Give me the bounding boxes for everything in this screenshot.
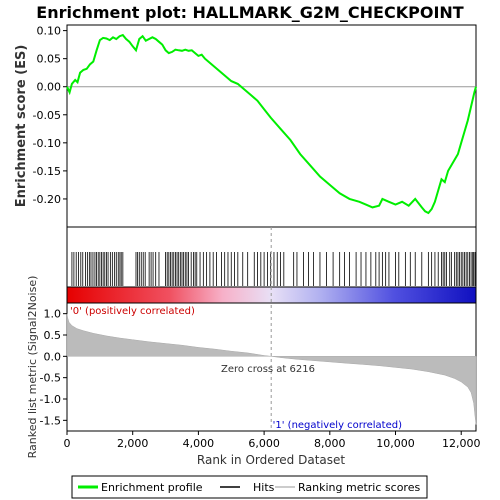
es-panel: 0.10 0.05 0.00 -0.05 -0.10 -0.15 -0.20 Enrichm… [14, 24, 477, 228]
es-y-tick-label: -0.20 [33, 193, 61, 206]
metric-panel: 1.0 0.5 0.0 -0.5 -1.0 -1.5 0 2,000 4,000 6,000 8,… [26, 227, 480, 467]
metric-y-tick-label: 0.0 [44, 350, 62, 363]
legend-profile-label: Enrichment profile [101, 481, 203, 494]
x-tick-label: 6,000 [248, 437, 280, 450]
x-axis-label: Rank in Ordered Dataset [197, 453, 345, 467]
es-panel-frame [66, 24, 477, 228]
x-tick-label: 4,000 [183, 437, 215, 450]
es-y-tick-label: -0.10 [33, 137, 61, 150]
metric-y-tick-label: -1.5 [40, 414, 61, 427]
enrichment-profile-line [66, 33, 477, 215]
es-y-axis-label: Enrichment score (ES) [14, 45, 29, 208]
zero-cross-label: Zero cross at 6216 [221, 364, 315, 375]
x-tick-label: 10,000 [376, 437, 415, 450]
x-tick-label: 0 [64, 437, 71, 450]
chart-title: Enrichment plot: HALLMARK_G2M_CHECKPOINT [36, 3, 464, 22]
metric-y-tick-label: -0.5 [40, 372, 61, 385]
legend-hits-label: Hits [253, 481, 275, 494]
es-y-axis: 0.10 0.05 0.00 -0.05 -0.10 -0.15 -0.20 [33, 25, 67, 206]
metric-y-tick-label: 0.5 [44, 329, 62, 342]
metric-y-tick-label: 1.0 [44, 308, 62, 321]
hits-panel [66, 226, 477, 288]
es-y-tick-label: 0.05 [37, 53, 62, 66]
metric-y-axis: 1.0 0.5 0.0 -0.5 -1.0 -1.5 [40, 308, 67, 427]
es-y-tick-label: 0.00 [37, 81, 62, 94]
legend-metric-label: Ranking metric scores [298, 481, 420, 494]
x-tick-label: 2,000 [117, 437, 149, 450]
es-y-tick-label: -0.15 [33, 165, 61, 178]
metric-y-axis-label: Ranked list metric (Signal2Noise) [26, 276, 39, 459]
es-y-tick-label: 0.10 [37, 25, 62, 38]
negative-correlation-label: '1' (negatively correlated) [273, 420, 402, 431]
metric-y-tick-label: -1.0 [40, 393, 61, 406]
legend: Enrichment profile Hits Ranking metric s… [71, 475, 428, 499]
hit-marks [71, 252, 476, 286]
x-tick-label: 8,000 [314, 437, 346, 450]
positive-correlation-label: '0' (positively correlated) [70, 306, 195, 317]
ranking-metric-area [66, 313, 477, 425]
es-y-tick-label: -0.05 [33, 109, 61, 122]
x-tick-label: 12,000 [442, 437, 481, 450]
metric-x-axis: 0 2,000 4,000 6,000 8,000 10,000 12,000 [64, 431, 481, 450]
legend-frame [71, 475, 428, 499]
